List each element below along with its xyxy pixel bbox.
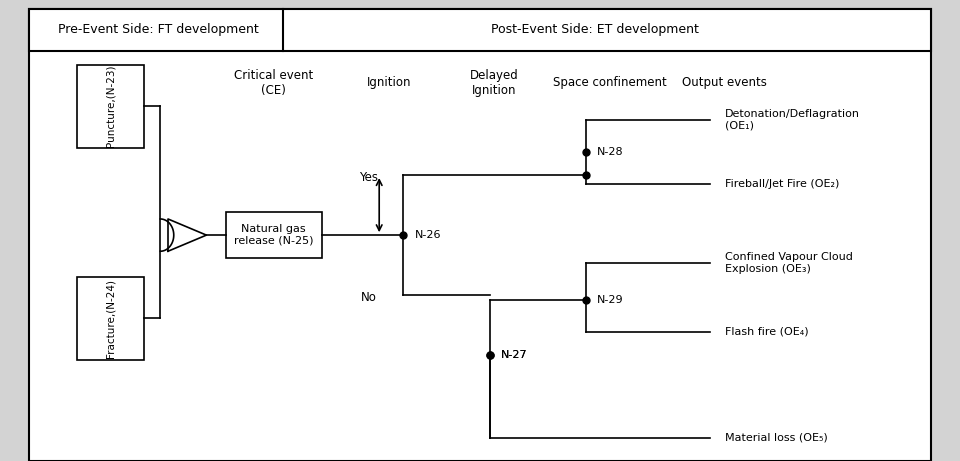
- Text: N-26: N-26: [415, 230, 442, 240]
- Text: Space confinement: Space confinement: [553, 77, 666, 89]
- FancyBboxPatch shape: [77, 65, 144, 148]
- FancyBboxPatch shape: [226, 212, 322, 258]
- Text: Fracture,(N-24): Fracture,(N-24): [106, 278, 115, 358]
- FancyBboxPatch shape: [77, 277, 144, 360]
- Text: No: No: [361, 291, 376, 304]
- Text: Flash fire (OE₄): Flash fire (OE₄): [725, 327, 808, 337]
- Text: Critical event
(CE): Critical event (CE): [234, 69, 313, 97]
- Text: Yes: Yes: [359, 171, 378, 184]
- Text: Pre-Event Side: FT development: Pre-Event Side: FT development: [58, 24, 259, 36]
- Text: N-27: N-27: [501, 350, 528, 360]
- Text: Ignition: Ignition: [367, 77, 411, 89]
- Text: N-28: N-28: [597, 147, 624, 157]
- Polygon shape: [168, 219, 206, 251]
- Text: Post-Event Side: ET development: Post-Event Side: ET development: [492, 24, 699, 36]
- FancyBboxPatch shape: [29, 9, 931, 461]
- Text: N-29: N-29: [597, 295, 624, 305]
- Text: N-27: N-27: [501, 350, 528, 360]
- Text: Delayed
Ignition: Delayed Ignition: [470, 69, 518, 97]
- FancyBboxPatch shape: [29, 9, 931, 51]
- Text: Output events: Output events: [683, 77, 767, 89]
- Text: Detonation/Deflagration
(OE₁): Detonation/Deflagration (OE₁): [725, 109, 860, 130]
- Text: Fireball/Jet Fire (OE₂): Fireball/Jet Fire (OE₂): [725, 179, 839, 189]
- Text: Natural gas
release (N-25): Natural gas release (N-25): [234, 225, 313, 246]
- Text: Confined Vapour Cloud
Explosion (OE₃): Confined Vapour Cloud Explosion (OE₃): [725, 252, 852, 273]
- Text: Puncture,(N-23): Puncture,(N-23): [106, 65, 115, 147]
- Text: Material loss (OE₅): Material loss (OE₅): [725, 433, 828, 443]
